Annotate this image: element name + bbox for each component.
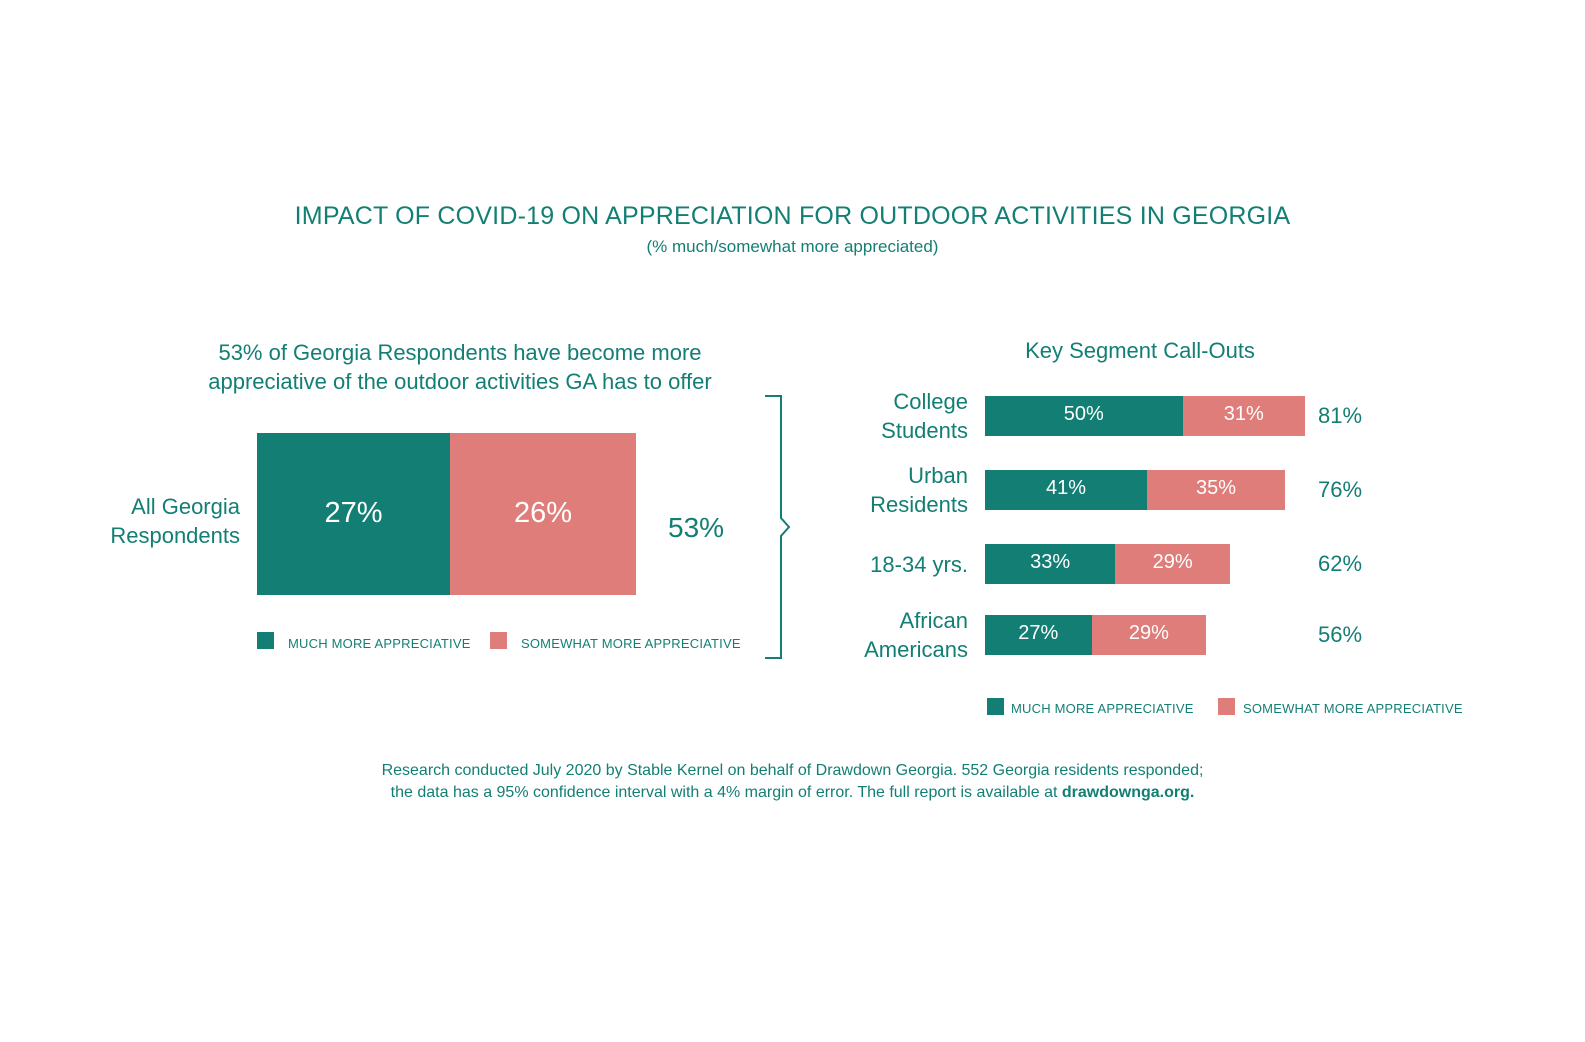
segment-much-bar: 33%	[985, 544, 1116, 584]
segment-total: 81%	[1318, 403, 1363, 428]
legend-somewhat-label: SOMEWHAT MORE APPRECIATIVE	[521, 636, 741, 651]
segment-somewhat-bar: 29%	[1091, 615, 1207, 655]
footnote: Research conducted July 2020 by Stable K…	[0, 760, 1585, 804]
bracket-connector	[765, 395, 791, 659]
segment-much-value: 33%	[1030, 551, 1071, 573]
segment-label-line2: Residents	[870, 492, 968, 517]
segment-legend-much-swatch	[987, 698, 1004, 715]
segment-legend-much-label: MUCH MORE APPRECIATIVE	[1011, 701, 1194, 716]
segment-somewhat-bar: 31%	[1182, 396, 1305, 436]
left-panel-heading: 53% of Georgia Respondents have become m…	[140, 338, 780, 396]
all-georgia-label-line2: Respondents	[110, 523, 240, 548]
all-georgia-label-line1: All Georgia	[131, 494, 240, 519]
segment-total: 76%	[1318, 477, 1363, 502]
segment-much-bar: 41%	[985, 470, 1147, 510]
segment-label: 18-34 yrs.	[700, 550, 968, 579]
legend-somewhat-swatch	[490, 632, 507, 649]
footnote-line2-text: the data has a 95% confidence interval w…	[390, 784, 1058, 801]
segment-label-line1: College	[893, 389, 968, 414]
segment-label-line1: Urban	[908, 463, 968, 488]
right-panel-heading: Key Segment Call-Outs	[1025, 338, 1255, 363]
all-georgia-label: All Georgia Respondents	[40, 492, 240, 550]
segment-label-line1: 18-34 yrs.	[870, 552, 968, 577]
segment-label: College Students	[700, 387, 968, 445]
footnote-link[interactable]: drawdownga.org.	[1061, 784, 1195, 801]
segment-label-line1: African	[899, 608, 968, 633]
segment-somewhat-value: 31%	[1223, 403, 1264, 425]
all-georgia-much-bar: 27%	[257, 433, 451, 595]
segment-total: 56%	[1318, 622, 1363, 647]
left-heading-line2: appreciative of the outdoor activities G…	[208, 369, 712, 394]
chart-subtitle: (% much/somewhat more appreciated)	[646, 237, 939, 256]
segment-legend-somewhat-swatch	[1218, 698, 1235, 715]
segment-total: 62%	[1318, 551, 1363, 576]
segment-somewhat-value: 29%	[1128, 622, 1169, 644]
all-georgia-somewhat-value: 26%	[513, 497, 573, 529]
segment-somewhat-bar: 29%	[1115, 544, 1230, 584]
segment-label: Urban Residents	[700, 461, 968, 519]
segment-label: African Americans	[700, 606, 968, 664]
segment-much-value: 50%	[1063, 403, 1104, 425]
footnote-line1: Research conducted July 2020 by Stable K…	[381, 762, 1204, 779]
segment-much-bar: 27%	[985, 615, 1092, 655]
segment-much-value: 41%	[1045, 477, 1086, 499]
segment-label-line2: Americans	[864, 637, 968, 662]
left-heading-line1: 53% of Georgia Respondents have become m…	[218, 340, 702, 365]
all-georgia-somewhat-bar: 26%	[450, 433, 636, 595]
all-georgia-total: 53%	[668, 512, 725, 543]
segment-somewhat-bar: 35%	[1146, 470, 1286, 510]
segment-somewhat-value: 35%	[1196, 477, 1237, 499]
chart-title: IMPACT OF COVID-19 ON APPRECIATION FOR O…	[294, 202, 1291, 230]
segment-legend-somewhat-label: SOMEWHAT MORE APPRECIATIVE	[1243, 701, 1463, 716]
segment-label-line2: Students	[881, 418, 968, 443]
legend-much-label: MUCH MORE APPRECIATIVE	[288, 636, 471, 651]
all-georgia-much-value: 27%	[324, 497, 383, 529]
segment-much-bar: 50%	[985, 396, 1183, 436]
legend-much-swatch	[257, 632, 274, 649]
footnote-line2: the data has a 95% confidence interval w…	[0, 782, 1585, 804]
segment-much-value: 27%	[1018, 622, 1059, 644]
segment-somewhat-value: 29%	[1152, 551, 1193, 573]
